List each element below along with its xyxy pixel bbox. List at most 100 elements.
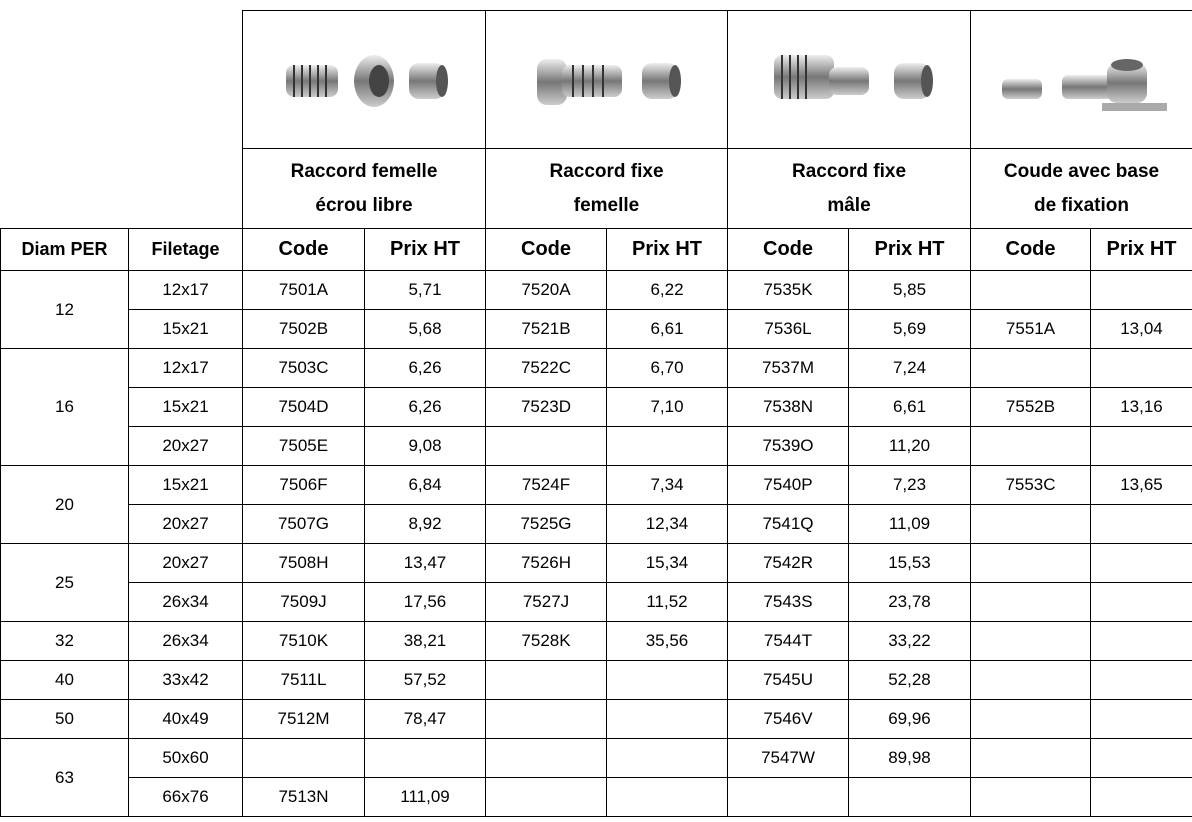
- thread-cell: 33x42: [129, 661, 243, 700]
- empty-cell: [971, 661, 1091, 700]
- empty-cell: [1091, 544, 1192, 583]
- empty-cell: [1, 11, 243, 149]
- price-cell: 11,20: [849, 427, 971, 466]
- empty-cell: [486, 427, 607, 466]
- price-cell: 11,09: [849, 505, 971, 544]
- column-header: Code: [971, 229, 1091, 271]
- thread-cell: 20x27: [129, 544, 243, 583]
- code-cell: 7510K: [243, 622, 365, 661]
- code-cell: 7520A: [486, 271, 607, 310]
- product-name-line: Raccord fixe: [486, 155, 727, 189]
- price-cell: 15,53: [849, 544, 971, 583]
- code-cell: 7513N: [243, 778, 365, 817]
- thread-cell: 40x49: [129, 700, 243, 739]
- code-cell: 7509J: [243, 583, 365, 622]
- product-image: [264, 45, 464, 115]
- code-cell: 7527J: [486, 583, 607, 622]
- thread-cell: 15x21: [129, 466, 243, 505]
- price-cell: 7,24: [849, 349, 971, 388]
- code-cell: 7553C: [971, 466, 1091, 505]
- diam-cell: 50: [1, 700, 129, 739]
- code-cell: 7537M: [728, 349, 849, 388]
- product-image-cell: [971, 11, 1192, 149]
- diam-cell: 16: [1, 349, 129, 466]
- empty-cell: [1091, 349, 1192, 388]
- price-cell: 89,98: [849, 739, 971, 778]
- column-header: Prix HT: [849, 229, 971, 271]
- price-cell: 6,61: [849, 388, 971, 427]
- empty-cell: [1091, 778, 1192, 817]
- code-cell: 7547W: [728, 739, 849, 778]
- empty-cell: [971, 505, 1091, 544]
- empty-cell: [971, 778, 1091, 817]
- empty-cell: [971, 427, 1091, 466]
- product-name-line: mâle: [728, 189, 970, 223]
- empty-cell: [1091, 427, 1192, 466]
- code-cell: 7508H: [243, 544, 365, 583]
- code-cell: 7522C: [486, 349, 607, 388]
- page: Raccord femelleécrou libreRaccord fixefe…: [0, 0, 1192, 822]
- price-cell: 5,68: [365, 310, 486, 349]
- product-name-line: femelle: [486, 189, 727, 223]
- empty-cell: [971, 739, 1091, 778]
- image-row: [1, 11, 1192, 149]
- price-cell: 7,34: [607, 466, 728, 505]
- thread-cell: 66x76: [129, 778, 243, 817]
- price-cell: 13,16: [1091, 388, 1192, 427]
- price-cell: 5,69: [849, 310, 971, 349]
- empty-cell: [1091, 622, 1192, 661]
- code-cell: 7525G: [486, 505, 607, 544]
- diam-cell: 25: [1, 544, 129, 622]
- price-cell: 38,21: [365, 622, 486, 661]
- empty-cell: [486, 700, 607, 739]
- empty-cell: [971, 349, 1091, 388]
- code-cell: 7504D: [243, 388, 365, 427]
- empty-cell: [971, 271, 1091, 310]
- price-cell: 15,34: [607, 544, 728, 583]
- price-cell: 111,09: [365, 778, 486, 817]
- price-cell: 11,52: [607, 583, 728, 622]
- price-cell: 6,61: [607, 310, 728, 349]
- price-cell: 23,78: [849, 583, 971, 622]
- price-cell: 6,26: [365, 388, 486, 427]
- price-cell: 52,28: [849, 661, 971, 700]
- column-header: Prix HT: [1091, 229, 1192, 271]
- price-cell: 33,22: [849, 622, 971, 661]
- code-cell: 7506F: [243, 466, 365, 505]
- diam-cell: 12: [1, 271, 129, 349]
- empty-cell: [1091, 661, 1192, 700]
- code-cell: 7538N: [728, 388, 849, 427]
- thread-cell: 15x21: [129, 310, 243, 349]
- price-cell: 7,23: [849, 466, 971, 505]
- thread-cell: 20x27: [129, 427, 243, 466]
- thread-cell: 15x21: [129, 388, 243, 427]
- price-cell: 35,56: [607, 622, 728, 661]
- empty-cell: [486, 739, 607, 778]
- price-cell: 6,26: [365, 349, 486, 388]
- empty-cell: [849, 778, 971, 817]
- code-cell: 7521B: [486, 310, 607, 349]
- code-cell: 7528K: [486, 622, 607, 661]
- price-cell: 12,34: [607, 505, 728, 544]
- empty-cell: [1091, 583, 1192, 622]
- empty-cell: [486, 778, 607, 817]
- diam-cell: 40: [1, 661, 129, 700]
- empty-cell: [607, 427, 728, 466]
- code-cell: 7545U: [728, 661, 849, 700]
- code-cell: 7501A: [243, 271, 365, 310]
- diam-cell: 63: [1, 739, 129, 817]
